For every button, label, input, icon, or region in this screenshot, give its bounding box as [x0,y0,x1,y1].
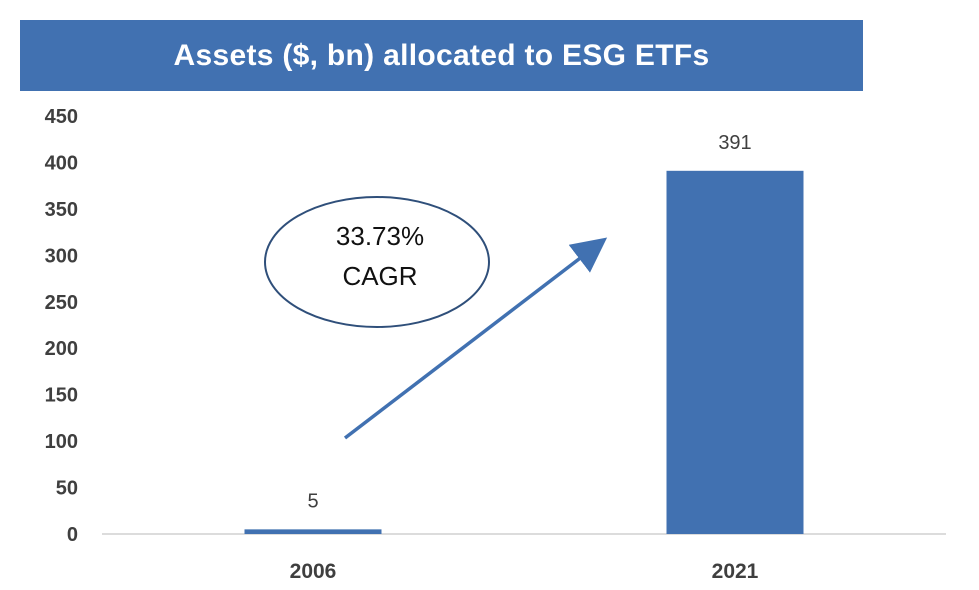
y-axis-ticks: 0 50 100 150 200 250 300 350 400 450 [45,106,78,546]
y-tick-label: 150 [45,385,78,407]
bar-2021 [666,170,804,534]
x-category-label: 2021 [712,560,759,583]
y-tick-label: 450 [45,106,78,128]
data-labels: 5 391 [307,132,751,513]
bar-2006 [244,529,382,534]
cagr-annotation: 33.73% CAGR [264,196,490,328]
y-tick-label: 300 [45,245,78,267]
cagr-value: 33.73% [336,221,424,251]
x-category-label: 2006 [290,560,337,583]
y-tick-label: 350 [45,199,78,221]
category-labels: 2006 2021 [290,560,759,583]
y-tick-label: 0 [67,524,78,546]
bar-value-label: 5 [307,490,318,512]
cagr-ellipse [264,196,490,328]
chart-title-banner: Assets ($, bn) allocated to ESG ETFs [20,20,863,91]
y-tick-label: 50 [56,478,78,500]
bar-value-label: 391 [718,132,751,154]
y-tick-label: 400 [45,152,78,174]
growth-arrow [343,237,608,440]
y-tick-label: 250 [45,292,78,314]
cagr-label: CAGR [342,261,417,291]
bars-group [244,170,804,534]
y-tick-label: 200 [45,338,78,360]
y-tick-label: 100 [45,431,78,453]
chart-title: Assets ($, bn) allocated to ESG ETFs [173,38,710,72]
